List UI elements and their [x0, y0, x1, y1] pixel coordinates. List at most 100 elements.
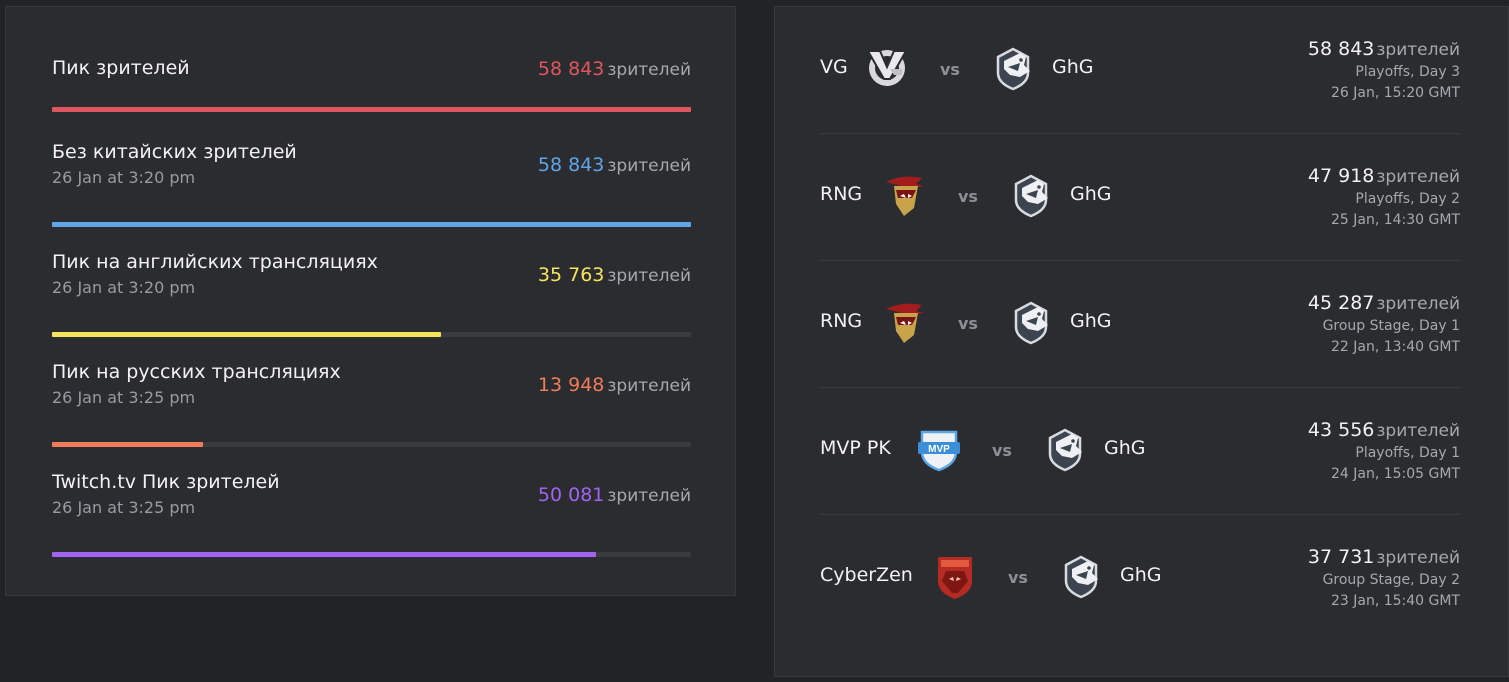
match-info: 58 843 зрителей Playoffs, Day 3 26 Jan, 15:…: [1308, 37, 1460, 104]
match-stage: Playoffs, Day 1: [1355, 445, 1460, 461]
mvp-logo-icon: MVP: [916, 426, 962, 472]
team-b-name: GhG: [1070, 310, 1112, 332]
stat-value: 58 843 зрителей: [538, 58, 691, 80]
cyberzen-logo-icon: [932, 553, 978, 599]
stat-title: Пик на русских трансляциях: [52, 361, 341, 383]
stat-row: Пик на английских трансляциях 26 Jan at 3…: [52, 248, 691, 338]
row-divider: [820, 133, 1460, 134]
viewer-unit: зрителей: [1376, 294, 1460, 314]
stat-value: 35 763 зрителей: [538, 264, 691, 286]
vs-label: vs: [958, 187, 978, 206]
stat-title: Пик на английских трансляциях: [52, 251, 378, 273]
progress-bar: [52, 442, 691, 447]
stat-number: 58 843: [537, 154, 605, 176]
viewer-unit: зрителей: [1376, 40, 1460, 60]
rng-logo-icon: [882, 299, 928, 345]
stat-date: 26 Jan at 3:25 pm: [52, 498, 196, 517]
match-viewers: 43 556 зрителей: [1308, 418, 1460, 443]
match-info: 37 731 зрителей Group Stage, Day 2 23 Jan, …: [1308, 545, 1460, 612]
progress-bar-fill: [52, 332, 441, 337]
match-row[interactable]: RNG vs GhG 47 918 зрителей Playoffs, Day 2 25 …: [820, 116, 1460, 261]
stat-number: 35 763: [537, 264, 605, 286]
stat-date: 26 Jan at 3:20 pm: [52, 278, 196, 297]
stat-title: Twitch.tv Пик зрителей: [52, 471, 280, 493]
stat-number: 50 081: [537, 484, 605, 506]
viewer-unit: зрителей: [1376, 548, 1460, 568]
team-b-name: GhG: [1120, 564, 1162, 586]
match-info: 43 556 зрителей Playoffs, Day 1 24 Jan, 15:…: [1308, 418, 1460, 485]
vs-label: vs: [1008, 568, 1028, 587]
svg-text:MVP: MVP: [928, 444, 950, 455]
vs-label: vs: [958, 314, 978, 333]
stat-value: 50 081 зрителей: [538, 484, 691, 506]
match-viewers: 37 731 зрителей: [1308, 545, 1460, 570]
progress-bar: [52, 222, 691, 227]
stat-unit: зрителей: [607, 266, 691, 286]
progress-bar-fill: [52, 442, 204, 447]
progress-bar: [52, 332, 691, 337]
match-date: 23 Jan, 15:40 GMT: [1330, 593, 1460, 609]
row-divider: [820, 514, 1460, 515]
vs-label: vs: [992, 441, 1012, 460]
team-a-name: RNG: [820, 183, 863, 205]
match-info: 45 287 зрителей Group Stage, Day 1 22 Jan, …: [1308, 291, 1460, 358]
stat-value: 13 948 зрителей: [538, 374, 691, 396]
match-stage: Group Stage, Day 1: [1322, 318, 1460, 334]
match-viewers: 47 918 зрителей: [1308, 164, 1460, 189]
match-date: 25 Jan, 14:30 GMT: [1330, 212, 1460, 228]
stat-row: Без китайских зрителей 26 Jan at 3:20 pm 5…: [52, 138, 691, 228]
team-a-name: VG: [820, 56, 848, 78]
stat-title: Пик зрителей: [52, 57, 190, 79]
stat-row: Пик на русских трансляциях 26 Jan at 3:25…: [52, 358, 691, 448]
stat-value: 58 843 зрителей: [538, 154, 691, 176]
viewer-count: 45 287: [1307, 292, 1375, 314]
match-stage: Group Stage, Day 2: [1322, 572, 1460, 588]
row-divider: [820, 260, 1460, 261]
ghg-logo-icon: [1008, 299, 1054, 345]
row-divider: [820, 387, 1460, 388]
viewer-unit: зрителей: [1376, 421, 1460, 441]
progress-bar: [52, 107, 691, 112]
stat-row: Twitch.tv Пик зрителей 26 Jan at 3:25 pm 5…: [52, 468, 691, 558]
progress-bar-fill: [52, 222, 691, 227]
stat-unit: зрителей: [607, 60, 691, 80]
stat-unit: зрителей: [607, 156, 691, 176]
viewer-count: 47 918: [1307, 165, 1375, 187]
team-b-name: GhG: [1052, 56, 1094, 78]
match-date: 24 Jan, 15:05 GMT: [1330, 466, 1460, 482]
team-b-name: GhG: [1104, 437, 1146, 459]
stat-number: 58 843: [537, 58, 605, 80]
viewer-count: 58 843: [1307, 38, 1375, 60]
stat-date: 26 Jan at 3:20 pm: [52, 168, 196, 187]
match-row[interactable]: CyberZen vs GhG 37 731 зрителей Group Stage, …: [820, 497, 1460, 624]
match-stage: Playoffs, Day 2: [1355, 191, 1460, 207]
vg-logo-icon: [864, 45, 910, 91]
viewer-unit: зрителей: [1376, 167, 1460, 187]
match-row[interactable]: RNG vs GhG 45 287 зрителей Group Stage, Day 1…: [820, 243, 1460, 388]
match-date: 26 Jan, 15:20 GMT: [1330, 85, 1460, 101]
match-viewers: 58 843 зрителей: [1308, 37, 1460, 62]
progress-bar-fill: [52, 107, 691, 112]
match-stage: Playoffs, Day 3: [1355, 64, 1460, 80]
stat-date: 26 Jan at 3:25 pm: [52, 388, 196, 407]
match-row[interactable]: MVP PK MVP vs GhG 43 556 зрителей Playoffs, Da…: [820, 370, 1460, 515]
match-row[interactable]: VG vs GhG 58 843 зрителей Playoffs, Day 3 26 J…: [820, 0, 1460, 134]
ghg-logo-icon: [1042, 426, 1088, 472]
team-a-name: CyberZen: [820, 564, 913, 586]
match-date: 22 Jan, 13:40 GMT: [1330, 339, 1460, 355]
stat-number: 13 948: [537, 374, 605, 396]
ghg-logo-icon: [1008, 172, 1054, 218]
stat-title: Без китайских зрителей: [52, 141, 297, 163]
viewer-count: 37 731: [1307, 546, 1375, 568]
viewer-count: 43 556: [1307, 419, 1375, 441]
team-b-name: GhG: [1070, 183, 1112, 205]
ghg-logo-icon: [990, 45, 1036, 91]
match-viewers: 45 287 зрителей: [1308, 291, 1460, 316]
ghg-logo-icon: [1058, 553, 1104, 599]
team-a-name: MVP PK: [820, 437, 891, 459]
top-matches-panel: VG vs GhG 58 843 зрителей Playoffs, Day 3 26 J…: [774, 6, 1509, 677]
stat-unit: зрителей: [607, 376, 691, 396]
team-a-name: RNG: [820, 310, 863, 332]
match-info: 47 918 зрителей Playoffs, Day 2 25 Jan, 14:…: [1308, 164, 1460, 231]
progress-bar-fill: [52, 552, 596, 557]
